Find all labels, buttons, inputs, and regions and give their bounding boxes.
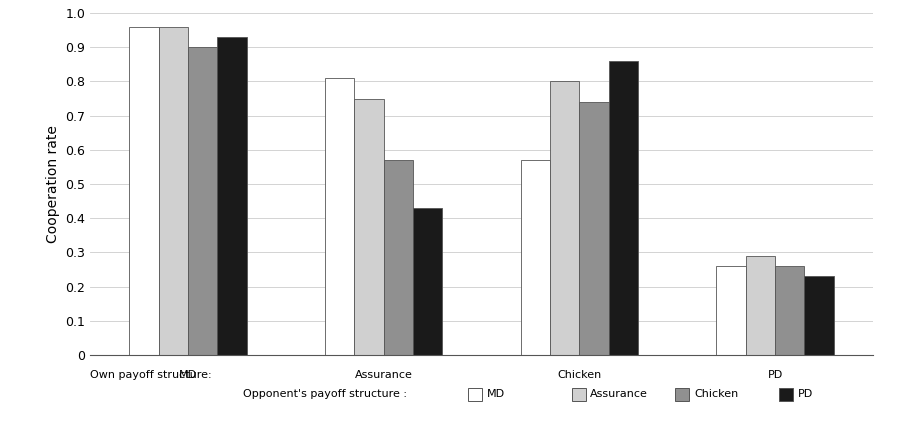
Text: Assurance: Assurance <box>590 389 648 399</box>
Bar <box>520 160 550 355</box>
Text: MD: MD <box>487 389 505 399</box>
Text: PD: PD <box>768 369 783 380</box>
Bar <box>383 160 413 355</box>
Text: Own payoff structure:: Own payoff structure: <box>90 369 212 380</box>
Bar <box>217 37 247 355</box>
Text: Chicken: Chicken <box>694 389 738 399</box>
Bar <box>130 27 158 355</box>
Bar <box>746 256 775 355</box>
Bar <box>550 81 580 355</box>
Text: MD: MD <box>179 369 197 380</box>
Bar <box>325 78 355 355</box>
Text: Assurance: Assurance <box>355 369 412 380</box>
Bar <box>158 27 188 355</box>
Text: Chicken: Chicken <box>557 369 601 380</box>
Text: PD: PD <box>797 389 813 399</box>
Bar <box>805 276 833 355</box>
Bar <box>580 102 608 355</box>
Bar <box>188 47 217 355</box>
Bar <box>413 208 443 355</box>
Text: Opponent's payoff structure :: Opponent's payoff structure : <box>243 389 407 399</box>
Bar <box>775 266 805 355</box>
Bar <box>608 61 638 355</box>
Bar <box>716 266 746 355</box>
Bar <box>355 99 383 355</box>
Y-axis label: Cooperation rate: Cooperation rate <box>46 125 59 243</box>
